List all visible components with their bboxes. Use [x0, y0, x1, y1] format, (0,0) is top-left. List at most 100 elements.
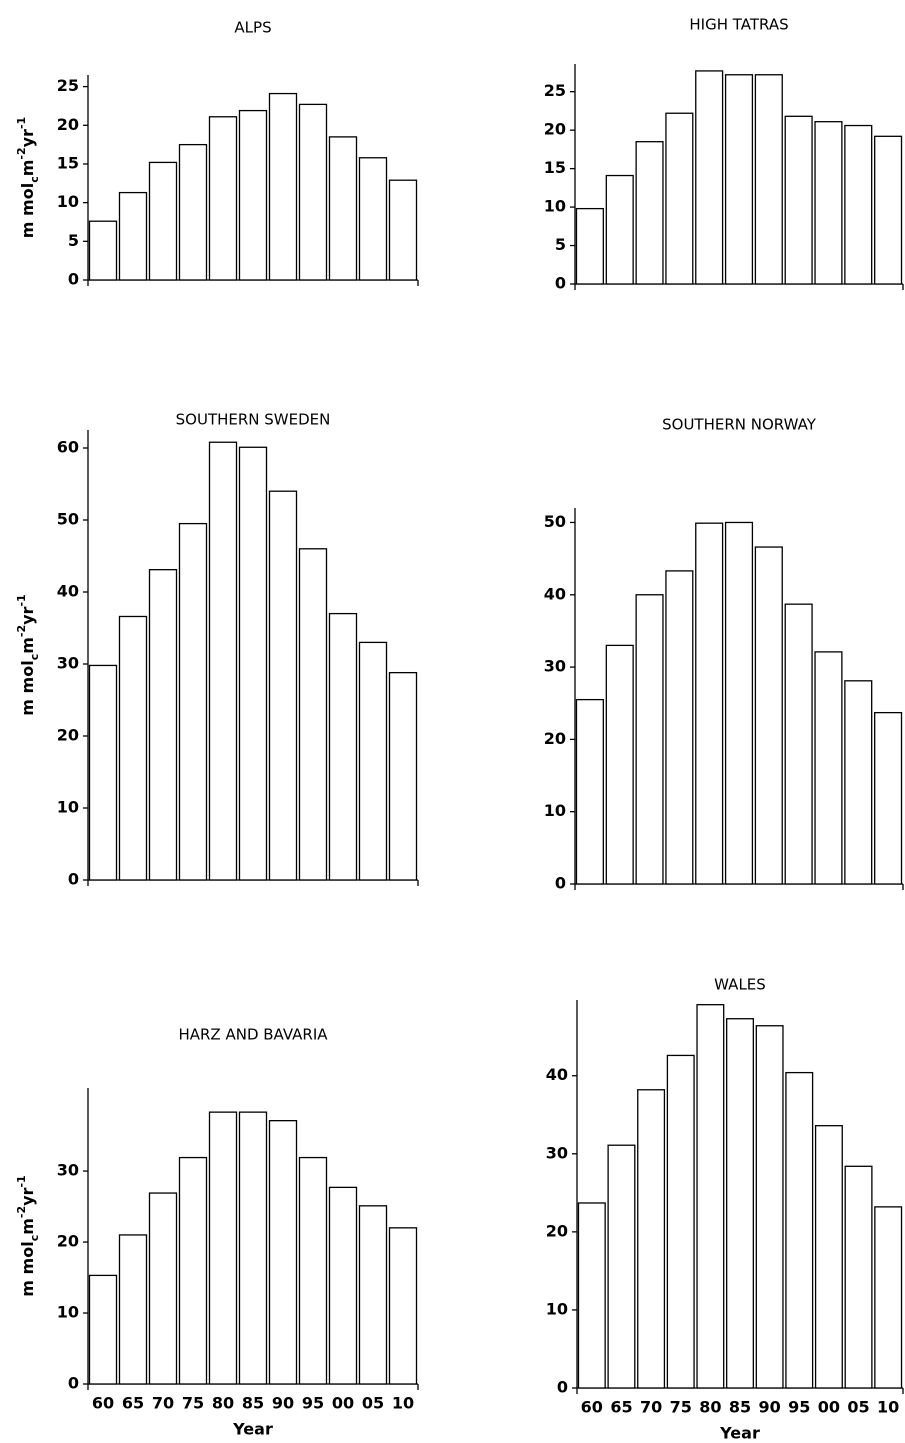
y-axis-label-part: -1 [15, 1175, 28, 1187]
bar [607, 1144, 636, 1389]
y-tick-label: 5 [68, 231, 79, 250]
x-tick-label: 05 [847, 1398, 869, 1417]
bar [178, 143, 208, 281]
y-axis-label-part: m mol [18, 660, 37, 715]
bar [755, 1025, 784, 1389]
bar [358, 157, 388, 281]
bar [298, 548, 328, 881]
y-tick-label: 60 [57, 438, 79, 457]
y-axis-label-part: c [28, 654, 41, 661]
y-axis-label-part: m mol [18, 183, 37, 238]
bar [754, 74, 783, 285]
x-tick-label: 65 [122, 1394, 144, 1413]
y-tick-label: 10 [544, 197, 566, 216]
bar [178, 1156, 208, 1385]
bar [575, 207, 604, 285]
bar [388, 1227, 418, 1385]
y-tick-label: 20 [57, 726, 79, 745]
chart-title: WALES [714, 976, 766, 994]
bar [328, 612, 358, 881]
x-axis-label: Year [719, 1424, 760, 1443]
y-tick-label: 10 [57, 1303, 79, 1322]
y-tick-label: 15 [57, 153, 79, 172]
y-axis-label-part: m mol [18, 1241, 37, 1296]
y-tick-label: 40 [544, 584, 566, 603]
y-tick-label: 20 [546, 1221, 568, 1240]
bar [178, 522, 208, 881]
bar [388, 671, 418, 881]
y-tick-label: 20 [57, 1232, 79, 1251]
x-tick-label: 75 [182, 1394, 204, 1413]
y-tick-label: 5 [555, 235, 566, 254]
bar [208, 116, 238, 281]
y-tick-label: 20 [544, 120, 566, 139]
bar [208, 1111, 238, 1385]
bar [874, 135, 903, 285]
x-tick-label: 10 [392, 1394, 414, 1413]
bar [844, 124, 873, 285]
bar [298, 1156, 328, 1385]
bar [358, 1205, 388, 1385]
bar [118, 1234, 148, 1385]
bar [268, 490, 298, 881]
y-axis-label: m molcm-2yr-1 [15, 117, 41, 238]
y-tick-label: 0 [68, 1374, 79, 1393]
x-tick-label: 75 [670, 1398, 692, 1417]
bar [238, 109, 268, 281]
y-tick-label: 0 [555, 274, 566, 293]
bar [874, 1206, 903, 1389]
y-tick-label: 0 [557, 1378, 568, 1397]
x-tick-label: 80 [699, 1398, 721, 1417]
chart-title: HARZ AND BAVARIA [178, 1026, 328, 1044]
y-tick-label: 0 [555, 874, 566, 893]
y-axis-label-part: c [28, 176, 41, 183]
bar [88, 664, 118, 881]
bar [605, 174, 634, 285]
x-tick-label: 70 [640, 1398, 662, 1417]
bar [724, 74, 754, 285]
bar [695, 522, 724, 885]
bar [575, 698, 604, 885]
bar [665, 112, 694, 285]
y-axis-label-part: yr [18, 1187, 37, 1205]
bar [328, 136, 358, 281]
bar [358, 641, 388, 881]
y-tick-label: 30 [57, 1161, 79, 1180]
x-tick-label: 90 [272, 1394, 294, 1413]
bar [696, 1004, 725, 1389]
y-tick-label: 15 [544, 158, 566, 177]
bar [635, 141, 664, 285]
y-tick-label: 30 [544, 657, 566, 676]
y-axis-label-part: -2 [15, 625, 28, 637]
x-tick-label: 90 [759, 1398, 781, 1417]
bar [814, 651, 843, 885]
x-tick-label: 00 [332, 1394, 354, 1413]
bar [88, 220, 118, 281]
y-tick-label: 25 [57, 76, 79, 95]
y-axis-label: m molcm-2yr-1 [15, 1175, 41, 1296]
y-tick-label: 10 [544, 801, 566, 820]
x-tick-label: 70 [152, 1394, 174, 1413]
bar [268, 1120, 298, 1385]
y-axis-label-part: -1 [15, 594, 28, 606]
y-tick-label: 20 [57, 115, 79, 134]
bar [724, 521, 754, 885]
y-axis-label-part: yr [18, 606, 37, 624]
bar [637, 1089, 666, 1389]
y-tick-label: 50 [544, 512, 566, 531]
bar [148, 569, 178, 881]
y-axis-label-part: c [28, 1235, 41, 1242]
y-axis-label-part: -2 [15, 1206, 28, 1218]
bar [388, 179, 418, 281]
y-tick-label: 30 [57, 654, 79, 673]
x-tick-label: 80 [212, 1394, 234, 1413]
y-tick-label: 50 [57, 510, 79, 529]
bar [814, 1125, 843, 1389]
bar [844, 680, 873, 885]
bar [784, 603, 813, 885]
bar [298, 103, 328, 281]
bar [148, 1192, 178, 1385]
x-tick-label: 95 [788, 1398, 810, 1417]
bar [88, 1274, 118, 1385]
bar [844, 1165, 873, 1389]
